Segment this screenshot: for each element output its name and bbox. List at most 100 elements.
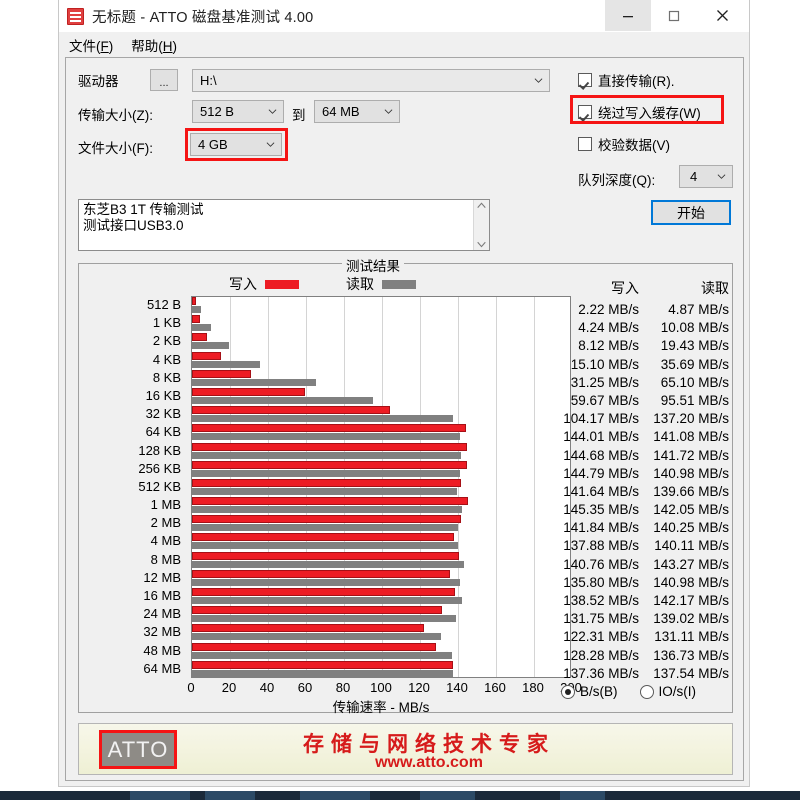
- results-write-value: 138.52 MB/s: [563, 593, 639, 609]
- chart-bar-group: [192, 533, 570, 551]
- direct-io-checkbox[interactable]: [578, 73, 592, 87]
- maximize-button[interactable]: [651, 0, 697, 31]
- chart-bar-read: [192, 360, 260, 368]
- taskbar-sliver: [0, 791, 800, 800]
- verify-data-checkbox-row[interactable]: 校验数据(V): [578, 134, 670, 154]
- menu-file[interactable]: 文件(F): [69, 35, 113, 55]
- chart-bar-read: [192, 597, 463, 605]
- results-write-value: 131.75 MB/s: [563, 611, 639, 627]
- chart-bar-write: [192, 660, 453, 669]
- bypass-cache-label: 绕过写入缓存(W): [598, 106, 701, 121]
- results-read-value: 10.08 MB/s: [660, 320, 729, 336]
- results-write-value: 144.01 MB/s: [563, 429, 639, 445]
- chart-y-tick-label: 32 KB: [145, 406, 181, 422]
- chart-y-tick-label: 512 KB: [138, 478, 181, 494]
- results-read-value: 140.25 MB/s: [653, 520, 729, 536]
- results-write-value: 8.12 MB/s: [578, 338, 639, 354]
- chart-bar-group: [192, 315, 570, 333]
- radio-bs-indicator[interactable]: [561, 684, 575, 699]
- results-write-value: 140.76 MB/s: [563, 556, 639, 572]
- chart-y-tick-label: 8 KB: [152, 369, 181, 385]
- chart-gridline: [382, 297, 383, 677]
- results-read-value: 35.69 MB/s: [660, 356, 729, 372]
- results-read-value: 143.27 MB/s: [653, 556, 729, 572]
- chart-bar-group: [192, 642, 570, 661]
- chart-y-tick-label: 32 MB: [143, 624, 181, 640]
- chevron-down-icon: [268, 108, 277, 114]
- notes-textarea[interactable]: 东芝B3 1T 传输测试 测试接口USB3.0: [78, 199, 490, 251]
- results-write-value: 137.88 MB/s: [563, 538, 639, 554]
- results-read-value: 141.72 MB/s: [653, 447, 729, 463]
- chart-x-tick-label: 80: [335, 680, 351, 695]
- results-group: 测试结果 写入 读取 512 B 1 KB 2 KB 4 KB 8 KB 16 KB 32 …: [78, 255, 733, 715]
- app-window: 无标题 - ATTO 磁盘基准测试 4.00 文件(F) 帮助(H): [58, 0, 750, 787]
- chart-bar-read: [192, 433, 461, 441]
- chart-bar-write: [192, 442, 467, 451]
- chart-bar-read: [192, 578, 460, 586]
- chart-bar-read: [192, 669, 454, 677]
- close-button[interactable]: [699, 0, 745, 31]
- bypass-cache-checkbox-row[interactable]: 绕过写入缓存(W): [578, 102, 701, 122]
- unit-radio-ios[interactable]: IO/s(I): [639, 684, 696, 699]
- notes-value[interactable]: 东芝B3 1T 传输测试 测试接口USB3.0: [83, 202, 204, 233]
- results-write-value: 144.68 MB/s: [563, 447, 639, 463]
- chart-bar-read: [192, 651, 452, 659]
- atto-banner: ATTO 存储与网络技术专家 www.atto.com: [78, 723, 733, 775]
- chart-gridline: [496, 297, 497, 677]
- direct-io-checkbox-row[interactable]: 直接传输(R).: [578, 70, 675, 90]
- results-write-value: 128.28 MB/s: [563, 647, 639, 663]
- results-write-value: 15.10 MB/s: [570, 356, 639, 372]
- results-read-value: 131.11 MB/s: [654, 629, 729, 645]
- chart-bar-group: [192, 406, 570, 424]
- chart-bar-group: [192, 569, 570, 588]
- chart-bar-read: [192, 451, 462, 459]
- notes-scrollbar[interactable]: [473, 200, 489, 250]
- results-read-value: 139.66 MB/s: [653, 483, 729, 499]
- results-write-value: 145.35 MB/s: [563, 502, 639, 518]
- atto-app-icon: [67, 7, 84, 25]
- chart-bar-write: [192, 333, 208, 342]
- scroll-up-icon[interactable]: [477, 202, 486, 209]
- results-read-value: 19.43 MB/s: [660, 338, 729, 354]
- menu-help-tail: ): [172, 38, 178, 54]
- chart-bar-write: [192, 515, 462, 524]
- results-write-value: 31.25 MB/s: [570, 374, 639, 390]
- drive-select[interactable]: H:\: [192, 69, 550, 92]
- browse-button[interactable]: ...: [150, 69, 178, 91]
- direct-io-label: 直接传输(R).: [598, 74, 675, 89]
- chart-bar-group: [192, 424, 570, 442]
- results-write-value: 59.67 MB/s: [570, 392, 639, 408]
- menu-help-mnemonic: H: [162, 38, 173, 54]
- bypass-cache-checkbox[interactable]: [578, 105, 592, 119]
- transfer-size-to-word: 到: [292, 108, 306, 123]
- chart-bar-write: [192, 369, 252, 378]
- legend-label-write: 写入: [229, 276, 257, 292]
- chart-x-tick-label: 60: [297, 680, 313, 695]
- unit-radio-bs-label: B/s(B): [580, 684, 618, 699]
- transfer-size-to-select[interactable]: 64 MB: [314, 100, 400, 123]
- results-write-value: 2.22 MB/s: [578, 302, 639, 317]
- transfer-size-from-select[interactable]: 512 B: [192, 100, 284, 123]
- scroll-down-icon[interactable]: [477, 241, 486, 248]
- file-size-select[interactable]: 4 GB: [190, 133, 282, 156]
- minimize-button[interactable]: [605, 0, 651, 31]
- legend-swatch-read: [382, 279, 416, 289]
- radio-ios-indicator[interactable]: [639, 684, 654, 699]
- menu-help[interactable]: 帮助(H): [131, 35, 177, 55]
- verify-data-checkbox[interactable]: [578, 137, 592, 151]
- chart-x-tick-label: 100: [370, 680, 392, 695]
- chart-bar-read: [192, 378, 316, 386]
- results-write-value: 141.84 MB/s: [563, 520, 639, 536]
- unit-radio-bs[interactable]: B/s(B): [561, 684, 618, 699]
- results-read-value: 141.08 MB/s: [653, 429, 729, 445]
- chart-x-axis-title: 传输速率 - MB/s: [332, 700, 430, 715]
- chart-x-tick-label: 140: [446, 680, 468, 695]
- atto-logo: ATTO: [99, 730, 177, 769]
- chevron-down-icon: [717, 173, 726, 179]
- chart-bar-group: [192, 606, 570, 624]
- queue-depth-select[interactable]: 4: [679, 165, 733, 188]
- banner-tagline: 存储与网络技术专家: [303, 732, 555, 756]
- results-header-read: 读取: [701, 280, 729, 296]
- chart-bar-read: [192, 306, 202, 313]
- start-button[interactable]: 开始: [651, 200, 731, 225]
